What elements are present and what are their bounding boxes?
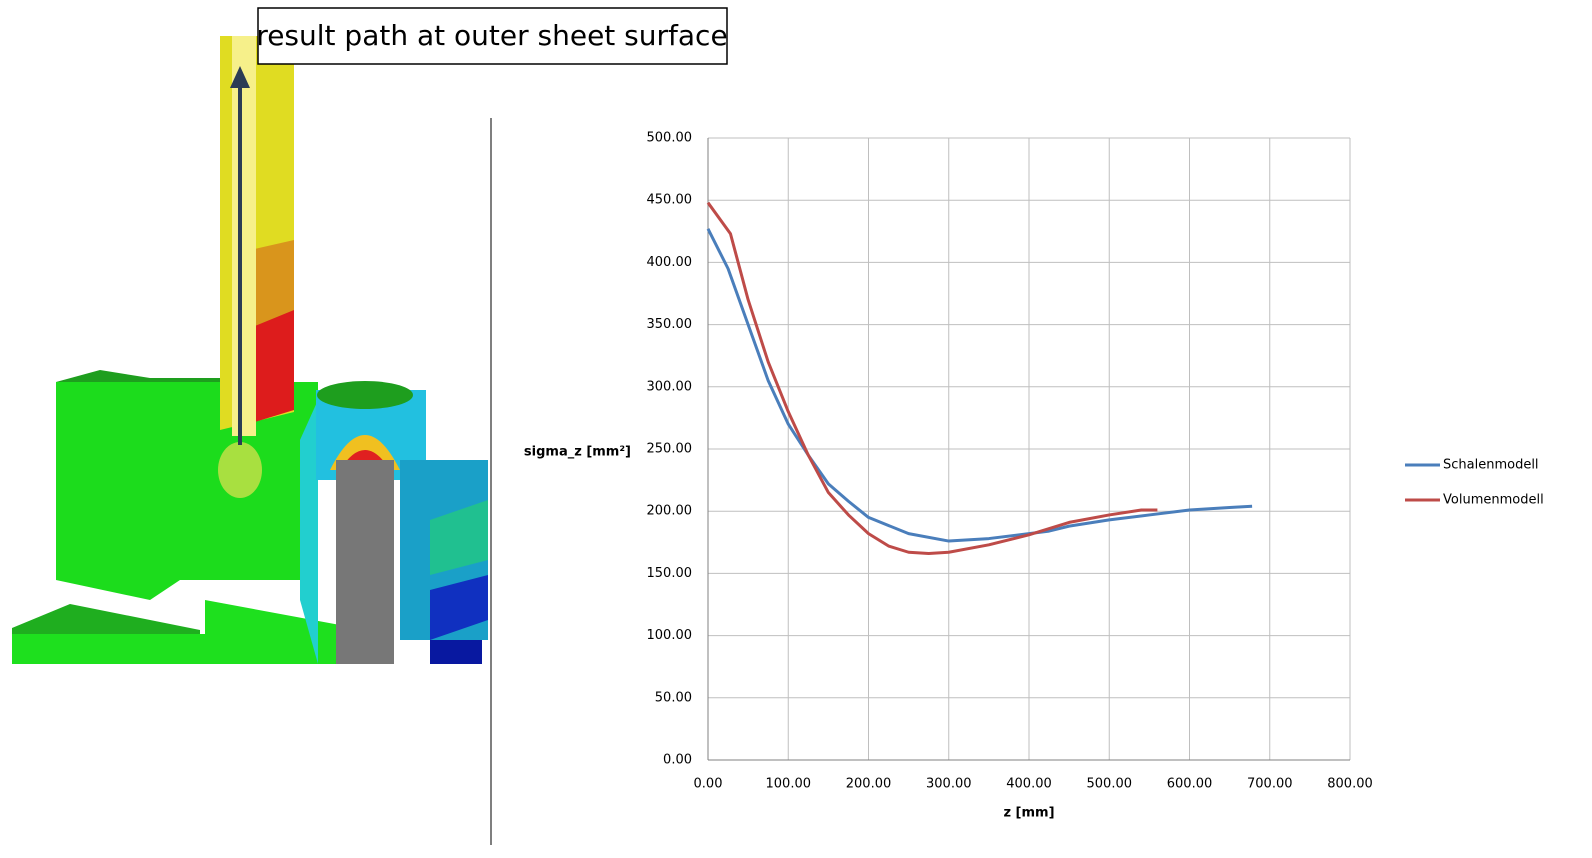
figure: result path at outer sheet surface 0.00 5… (0, 0, 1592, 858)
y-tick-label: 200.00 (647, 504, 693, 519)
x-tick-label: 800.00 (1327, 777, 1373, 792)
legend-label: Schalenmodell (1443, 458, 1539, 473)
chart: 0.00 50.00 100.00 150.00 200.00 250.00 300.00 3… (524, 131, 1544, 821)
x-tick-label: 300.00 (926, 777, 972, 792)
y-tick-label: 450.00 (647, 193, 693, 208)
annotation: result path at outer sheet surface (256, 19, 727, 52)
y-tick-label: 100.00 (647, 628, 693, 643)
x-tick-label: 100.00 (766, 777, 812, 792)
y-tick-label: 150.00 (647, 566, 693, 581)
y-tick-label: 400.00 (647, 255, 693, 270)
legend-label: Volumenmodell (1443, 493, 1544, 508)
y-tick-label: 50.00 (655, 690, 692, 705)
fem-model (12, 36, 488, 664)
x-axis-label: z [mm] (1003, 806, 1054, 821)
y-tick-label: 350.00 (647, 317, 693, 332)
series-line (708, 229, 1252, 541)
y-axis-label: sigma_z [mm²] (524, 445, 631, 460)
y-tick-label: 250.00 (647, 442, 693, 457)
x-tick-label: 600.00 (1167, 777, 1213, 792)
x-tick-label: 0.00 (694, 777, 723, 792)
x-tick-label: 200.00 (846, 777, 892, 792)
x-tick-label: 500.00 (1087, 777, 1133, 792)
series-line (708, 203, 1157, 554)
page: result path at outer sheet surface 0.00 5… (0, 0, 1592, 858)
x-tick-label: 400.00 (1006, 777, 1052, 792)
y-tick-label: 300.00 (647, 379, 693, 394)
y-tick-label: 0.00 (663, 753, 692, 768)
y-tick-label: 500.00 (647, 131, 693, 146)
x-tick-label: 700.00 (1247, 777, 1293, 792)
